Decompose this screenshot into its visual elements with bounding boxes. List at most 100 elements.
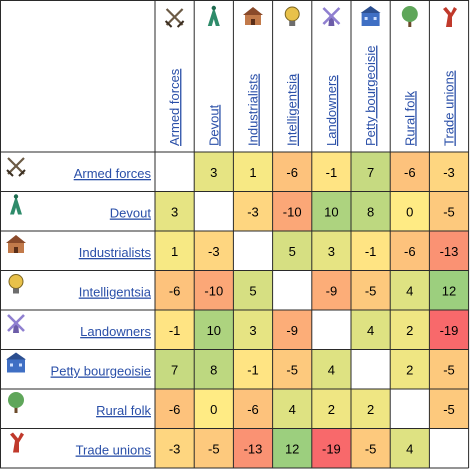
cell-armed-forces-devout [194,152,234,192]
column-header-landowners[interactable]: Landowners [324,75,339,146]
cell-devout-rural-folk [390,191,430,231]
row-header-trade-unions[interactable]: Trade unions [76,443,152,458]
crossed-swords-icon [6,157,26,177]
cell-value: -5 [365,441,377,456]
cell-value: 4 [406,283,413,298]
cell-rural-folk-rural-folk [390,389,430,429]
cell-rural-folk-industrialists [233,389,273,429]
cell-rural-folk-petty-bourgeoisie [351,389,391,429]
cell-value: 3 [171,204,178,219]
cell-devout-landowners [311,191,351,231]
cell-industrialists-rural-folk [390,231,430,271]
cell-value: -6 [169,402,181,417]
cell-value: 1 [171,244,178,259]
cell-devout-armed-forces [155,191,195,231]
cell-petty-bourgeoisie-industrialists [233,349,273,389]
cell-intelligentsia-landowners [311,270,351,310]
petty-bourgeoisie-building-icon [6,352,26,373]
cell-value: 0 [210,402,217,417]
column-header-petty-bourgeoisie[interactable]: Petty bourgeoisie [363,46,378,146]
cell-value: 7 [171,362,178,377]
cell-value: 2 [367,402,374,417]
cell-industrialists-industrialists [233,231,273,271]
cell-rural-folk-devout [194,389,234,429]
cell-value: 1 [249,165,256,180]
cell-trade-unions-intelligentsia [272,428,312,468]
row-header-intelligentsia[interactable]: Intelligentsia [79,285,152,300]
cell-petty-bourgeoisie-devout [194,349,234,389]
row-header-devout[interactable]: Devout [110,206,152,221]
industrialist-house-icon [243,7,263,25]
cell-value: 4 [289,402,296,417]
cell-industrialists-trade-unions [429,231,469,271]
cell-landowners-devout [194,310,234,350]
cell-value: 5 [289,244,296,259]
cell-landowners-trade-unions [429,310,469,350]
cell-value: -5 [208,441,220,456]
cell-value: -6 [404,244,416,259]
trade-union-figure-icon [443,7,457,27]
cell-value: -5 [286,362,298,377]
row-header-industrialists[interactable]: Industrialists [79,245,152,260]
lightbulb-icon [8,274,24,294]
cell-intelligentsia-trade-unions [429,270,469,310]
cell-industrialists-devout [194,231,234,271]
cell-armed-forces-armed-forces [155,152,195,192]
cell-intelligentsia-rural-folk [390,270,430,310]
devout-figure-icon [207,5,220,26]
cell-rural-folk-armed-forces [155,389,195,429]
cell-devout-devout [194,191,234,231]
column-header-trade-unions[interactable]: Trade unions [442,70,457,146]
cell-landowners-landowners [311,310,351,350]
cell-value: -5 [443,204,455,219]
devout-figure-icon [10,194,22,215]
cell-petty-bourgeoisie-landowners [311,349,351,389]
row-header-petty-bourgeoisie[interactable]: Petty bourgeoisie [51,364,151,379]
cell-industrialists-landowners [311,231,351,271]
cell-industrialists-petty-bourgeoisie [351,231,391,271]
column-header-industrialists[interactable]: Industrialists [246,73,261,146]
column-header-intelligentsia[interactable]: Intelligentsia [285,73,300,146]
cell-industrialists-armed-forces [155,231,195,271]
cell-value: 4 [328,362,335,377]
cell-value: 4 [367,323,374,338]
tree-icon [8,392,24,413]
cell-value: 10 [207,323,221,338]
cell-devout-industrialists [233,191,273,231]
cell-value: -1 [247,362,259,377]
cell-intelligentsia-armed-forces [155,270,195,310]
cell-petty-bourgeoisie-trade-unions [429,349,469,389]
cell-value: -10 [204,283,223,298]
cell-value: 3 [210,165,217,180]
column-header-rural-folk[interactable]: Rural folk [402,91,417,146]
industrialist-house-icon [6,235,26,253]
cell-armed-forces-landowners [311,152,351,192]
cell-value: -5 [443,362,455,377]
cell-value: 8 [367,204,374,219]
cell-value: -5 [443,402,455,417]
tree-icon [401,6,418,27]
cell-value: -3 [169,441,181,456]
cell-value: -13 [440,244,459,259]
cell-armed-forces-industrialists [233,152,273,192]
cell-value: -6 [247,402,259,417]
cell-trade-unions-landowners [311,428,351,468]
cell-landowners-petty-bourgeoisie [351,310,391,350]
column-header-armed-forces[interactable]: Armed forces [167,68,182,146]
cell-trade-unions-trade-unions [429,428,469,468]
column-header-devout[interactable]: Devout [206,104,221,146]
cell-industrialists-intelligentsia [272,231,312,271]
row-header-rural-folk[interactable]: Rural folk [96,403,151,418]
cell-value: 7 [367,165,374,180]
petty-bourgeoisie-building-icon [360,6,381,26]
row-header-armed-forces[interactable]: Armed forces [74,166,152,181]
cell-intelligentsia-petty-bourgeoisie [351,270,391,310]
cell-value: -9 [326,283,338,298]
cell-value: 12 [442,283,456,298]
row-header-landowners[interactable]: Landowners [80,324,151,339]
cell-landowners-intelligentsia [272,310,312,350]
cell-petty-bourgeoisie-petty-bourgeoisie [351,349,391,389]
cell-value: 2 [406,362,413,377]
cell-value: 10 [324,204,338,219]
